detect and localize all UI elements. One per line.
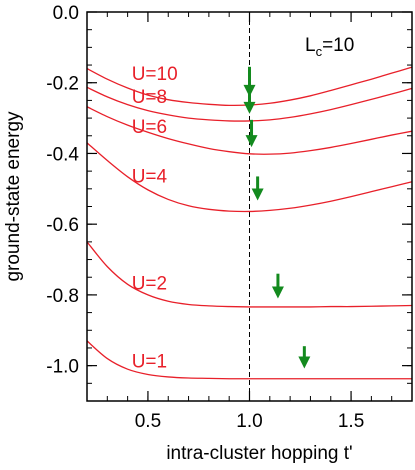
curve-u-2	[86, 241, 413, 308]
curve-label: U=2	[132, 274, 167, 295]
curve-label: U=8	[132, 87, 167, 108]
minimum-arrow-head	[243, 101, 256, 114]
curve-u-8	[86, 86, 413, 122]
curve-label: U=1	[132, 351, 167, 372]
y-tick-label: -0.6	[46, 215, 79, 236]
y-tick-label: -0.2	[46, 74, 79, 95]
annotation-main: L	[305, 35, 316, 56]
plot-frame	[86, 11, 413, 402]
y-tick-label: -0.8	[46, 286, 79, 307]
minimum-arrow	[245, 119, 258, 148]
tick-labels-group: 0.5 1.0 1.5 0.0 -0.2 -0.4 -0.6 -0.8 -1.0	[46, 3, 364, 432]
curve-label: U=4	[132, 166, 168, 187]
minimum-arrow	[243, 89, 256, 114]
curve-labels-group: U=10U=8 U=6 U=4 U=2 U=1	[132, 64, 178, 373]
curve-u-1	[86, 340, 412, 380]
annotation-value: =10	[322, 35, 354, 56]
cluster-size-annotation: Lc=10	[305, 35, 354, 59]
y-axis-label: ground-state energy	[3, 111, 24, 282]
curves-group	[86, 66, 413, 380]
x-tick-label: 1.0	[236, 411, 262, 432]
y-tick-label: 0.0	[53, 3, 79, 24]
minimum-arrow-head	[245, 135, 258, 148]
x-tick-label: 1.5	[338, 411, 364, 432]
minimum-arrow	[271, 273, 284, 299]
arrows-group	[243, 66, 311, 369]
curve-u-6	[86, 106, 413, 155]
curve-label: U=10	[132, 64, 178, 85]
y-tick-label: -0.4	[46, 144, 79, 165]
x-axis-label: intra-cluster hopping t'	[166, 443, 352, 464]
y-tick-label: -1.0	[46, 357, 79, 378]
minimum-arrow	[251, 176, 264, 201]
curve-u-4	[86, 142, 413, 213]
minimum-arrow-head	[298, 356, 311, 369]
x-tick-label: 0.5	[135, 411, 161, 432]
minimum-arrow-head	[271, 286, 284, 299]
minimum-arrow	[298, 346, 311, 369]
curve-label: U=6	[132, 117, 167, 138]
annotation-subscript: c	[316, 44, 323, 59]
minimum-arrow-head	[251, 188, 264, 201]
